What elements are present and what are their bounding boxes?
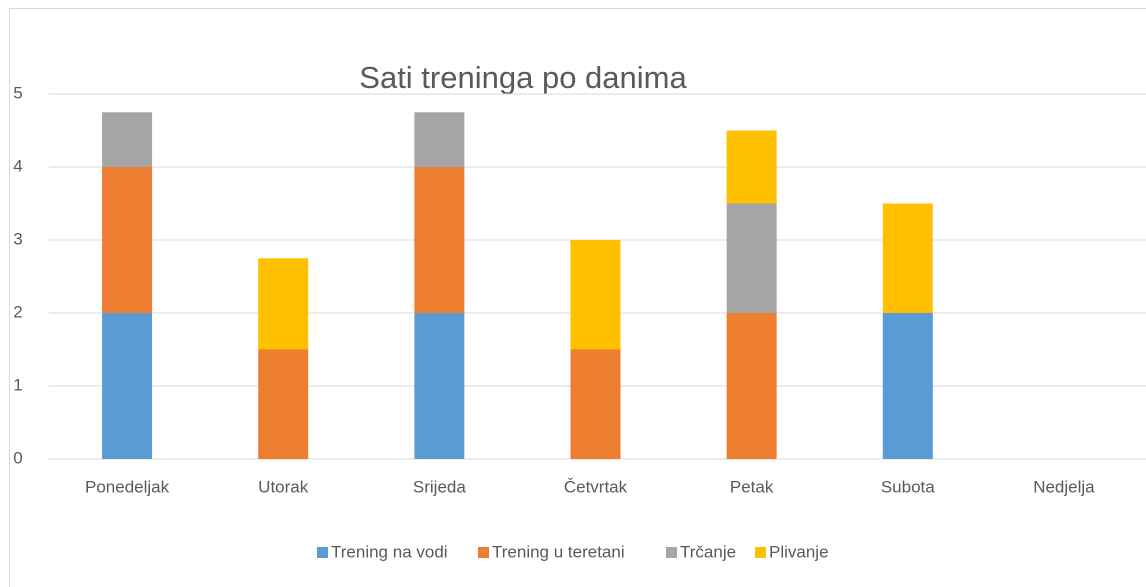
chart-title: Sati treninga po danima [359, 60, 687, 95]
bar-segment [726, 130, 777, 204]
legend-label: Trening na vodi [331, 542, 448, 561]
bar-segment [258, 258, 309, 350]
legend-swatch [755, 547, 766, 558]
x-tick-label: Subota [881, 477, 935, 496]
x-tick-label: Srijeda [413, 477, 466, 496]
legend-swatch [666, 547, 677, 558]
legend-swatch [317, 547, 328, 558]
bar-segment [414, 313, 465, 459]
x-tick-label: Ponedeljak [85, 477, 170, 496]
bar-segment [570, 240, 621, 350]
legend-swatch [478, 547, 489, 558]
x-tick-label: Četvrtak [564, 477, 628, 496]
y-tick-label: 2 [13, 302, 22, 321]
y-tick-label: 4 [13, 156, 22, 175]
bar-segment [102, 112, 153, 167]
bar-segment [726, 313, 777, 459]
legend-label: Plivanje [769, 542, 829, 561]
y-tick-label: 3 [13, 229, 22, 248]
bar-segment [882, 313, 933, 459]
y-tick-label: 0 [13, 448, 22, 467]
bar-segment [258, 349, 309, 459]
bar-segment [102, 313, 153, 459]
bar-segment [726, 203, 777, 313]
bar-segment [570, 349, 621, 459]
x-tick-label: Utorak [258, 477, 309, 496]
bar-segment [102, 167, 153, 313]
bar-segment [882, 203, 933, 313]
legend-label: Trčanje [680, 542, 736, 561]
x-tick-label: Petak [730, 477, 774, 496]
y-tick-label: 1 [13, 375, 22, 394]
bar-segment [414, 167, 465, 313]
y-tick-label: 5 [13, 83, 22, 102]
bar-segment [414, 112, 465, 167]
x-tick-label: Nedjelja [1033, 477, 1095, 496]
legend-label: Trening u teretani [492, 542, 625, 561]
